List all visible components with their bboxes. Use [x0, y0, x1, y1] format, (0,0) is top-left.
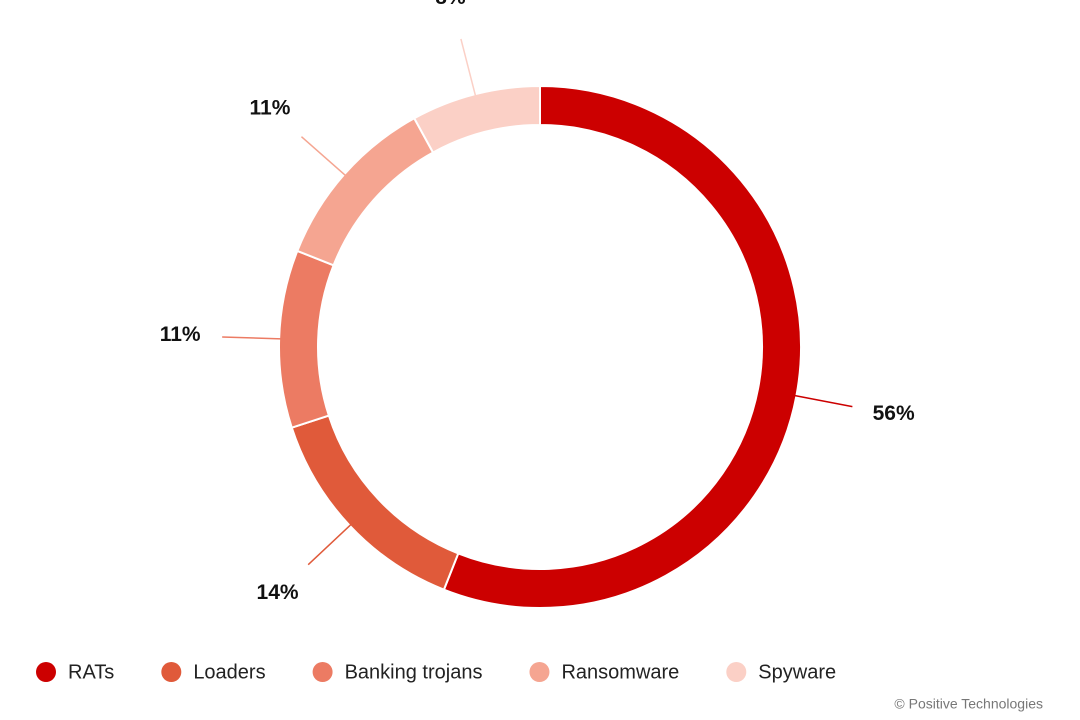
- legend-label: RATs: [68, 661, 114, 683]
- donut-segment: [296, 116, 435, 267]
- data-label: 8%: [435, 0, 466, 9]
- leader-line: [460, 38, 477, 97]
- leader-line: [222, 336, 282, 340]
- legend-marker: [312, 662, 333, 682]
- donut-segment: [290, 414, 460, 591]
- leader-line: [794, 394, 853, 408]
- credit: © Positive Technologies: [894, 696, 1043, 712]
- donut-segment: [278, 249, 335, 429]
- legend-marker: [161, 662, 182, 682]
- data-label: 56%: [873, 402, 915, 425]
- data-label: 11%: [250, 96, 291, 119]
- legend-label: Banking trojans: [345, 661, 483, 683]
- data-label: 11%: [160, 323, 201, 346]
- legend-label: Loaders: [193, 661, 265, 683]
- legend-marker: [726, 662, 747, 682]
- donut-segment: [412, 84, 541, 154]
- legend-label: Spyware: [758, 661, 836, 683]
- legend-marker: [36, 662, 56, 682]
- data-label: 14%: [257, 581, 299, 604]
- leader-line: [300, 136, 347, 177]
- legend-marker: [529, 662, 550, 682]
- leader-line: [307, 523, 352, 566]
- legend-label: Ransomware: [561, 661, 679, 683]
- donut-segment: [442, 84, 802, 609]
